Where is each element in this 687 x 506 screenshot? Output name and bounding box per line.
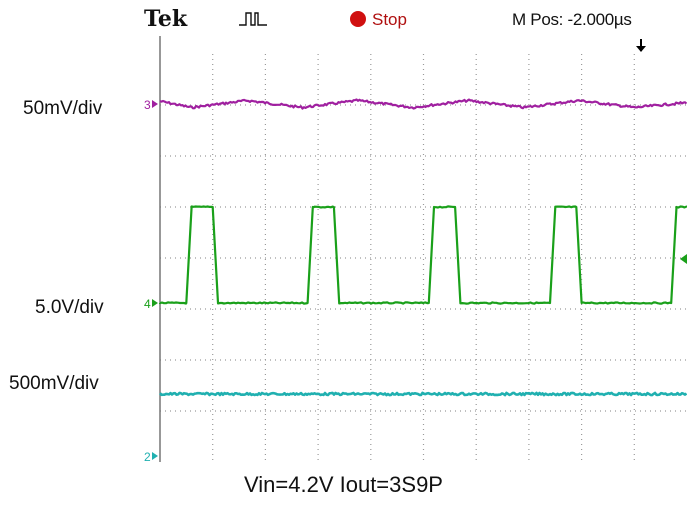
- channel2-scale-label: 500mV/div: [9, 373, 99, 394]
- scope-status-bar: Tek Stop M Pos: -2.000µs: [140, 0, 687, 52]
- horizontal-position-readout: M Pos: -2.000µs: [512, 10, 632, 29]
- test-conditions-caption: Vin=4.2V Iout=3S9P: [244, 472, 443, 497]
- trigger-level-marker-icon: [680, 254, 687, 264]
- trigger-position-arrow-icon: [636, 39, 646, 52]
- channel4-trace: [158, 205, 687, 305]
- pulse-trigger-icon: [239, 12, 267, 26]
- run-state-label: Stop: [372, 10, 407, 29]
- channel3-trace: [159, 98, 687, 110]
- channel-3-ground-arrow-icon: [152, 100, 158, 108]
- brand-logo: Tek: [144, 6, 188, 32]
- channel-4-ground-marker: 4: [144, 297, 151, 311]
- run-state-indicator: Stop: [350, 10, 407, 30]
- channel4-scale-label: 5.0V/div: [35, 297, 104, 318]
- channel-2-ground-arrow-icon: [152, 452, 158, 460]
- channel2-trace: [159, 391, 687, 397]
- channel3-scale-label: 50mV/div: [23, 98, 103, 119]
- stop-dot-icon: [350, 11, 366, 27]
- channel-2-ground-marker: 2: [144, 450, 151, 464]
- channel-3-ground-marker: 3: [144, 98, 151, 112]
- channel-4-ground-arrow-icon: [152, 299, 158, 307]
